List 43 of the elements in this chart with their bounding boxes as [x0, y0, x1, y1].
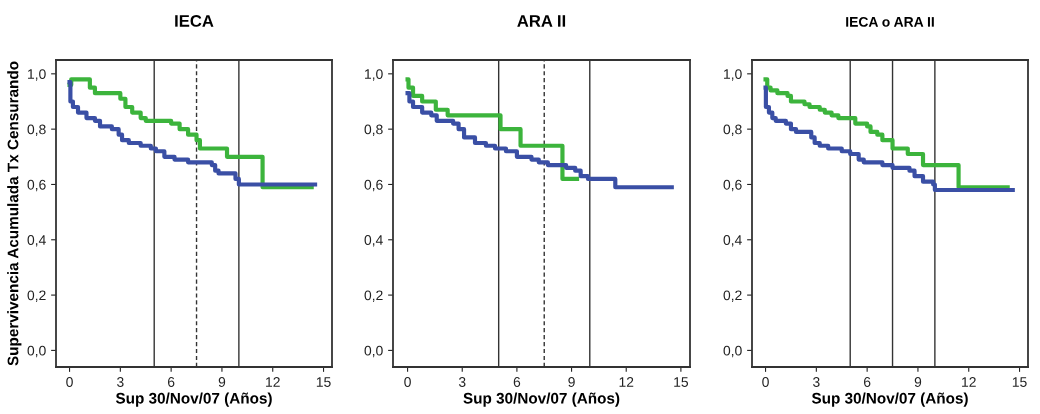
x-tick-label: 6: [513, 377, 521, 387]
y-tick-label: 0,0: [27, 345, 46, 358]
y-tick-label: 1,0: [365, 69, 383, 81]
x-tick-label: 3: [117, 377, 124, 387]
y-tick-label: 1,0: [28, 69, 46, 81]
y-tick-label: 0,6: [364, 179, 383, 192]
x-tick-label: 12: [266, 377, 280, 387]
y-tick-label: 0,2: [364, 290, 383, 302]
x-tick-label: 0: [66, 377, 73, 387]
y-tick-label: 0,8: [723, 124, 742, 136]
x-tick-label: 3: [458, 377, 466, 387]
x-tick-label: 0: [404, 377, 411, 387]
x-axis-title: Sup 30/Nov/07 (Años): [463, 392, 620, 407]
x-tick-label: 0: [762, 377, 769, 387]
y-tick-label: 0,2: [27, 290, 46, 302]
y-tick-label: 0,0: [723, 345, 742, 358]
chart-title: IECA: [175, 15, 214, 27]
y-tick-label: 0,8: [364, 124, 383, 136]
y-tick-label: 0,4: [27, 235, 46, 247]
y-tick-label: 0,2: [723, 290, 742, 302]
chart-title: IECA o ARA II: [846, 16, 934, 27]
x-tick-label: 15: [674, 377, 689, 387]
y-tick-label: 0,4: [364, 235, 383, 247]
x-tick-label: 6: [863, 377, 871, 387]
x-tick-label: 9: [218, 377, 226, 387]
x-tick-label: 15: [316, 377, 331, 387]
x-axis-title: Sup 30/Nov/07 (Años): [115, 392, 272, 407]
y-tick-label: 0,4: [723, 235, 742, 247]
x-tick-label: 12: [619, 377, 634, 387]
x-axis-title: Sup 30/Nov/07 (Años): [811, 392, 968, 407]
y-tick-label: 0,6: [27, 179, 46, 192]
x-tick-label: 6: [167, 377, 175, 387]
x-tick-label: 9: [914, 377, 922, 387]
x-tick-label: 12: [962, 377, 976, 387]
chart-title: ARA II: [517, 15, 566, 27]
y-tick-label: 0,8: [27, 124, 46, 136]
y-tick-label: 1,0: [724, 69, 742, 81]
x-tick-label: 3: [813, 377, 820, 387]
y-tick-label: 0,0: [364, 345, 383, 358]
y-tick-label: 0,6: [723, 179, 742, 192]
x-tick-label: 15: [1012, 377, 1027, 387]
y-axis-title: Supervivencia Acumulada Tx Censurando: [7, 61, 22, 366]
x-tick-label: 9: [568, 377, 575, 387]
